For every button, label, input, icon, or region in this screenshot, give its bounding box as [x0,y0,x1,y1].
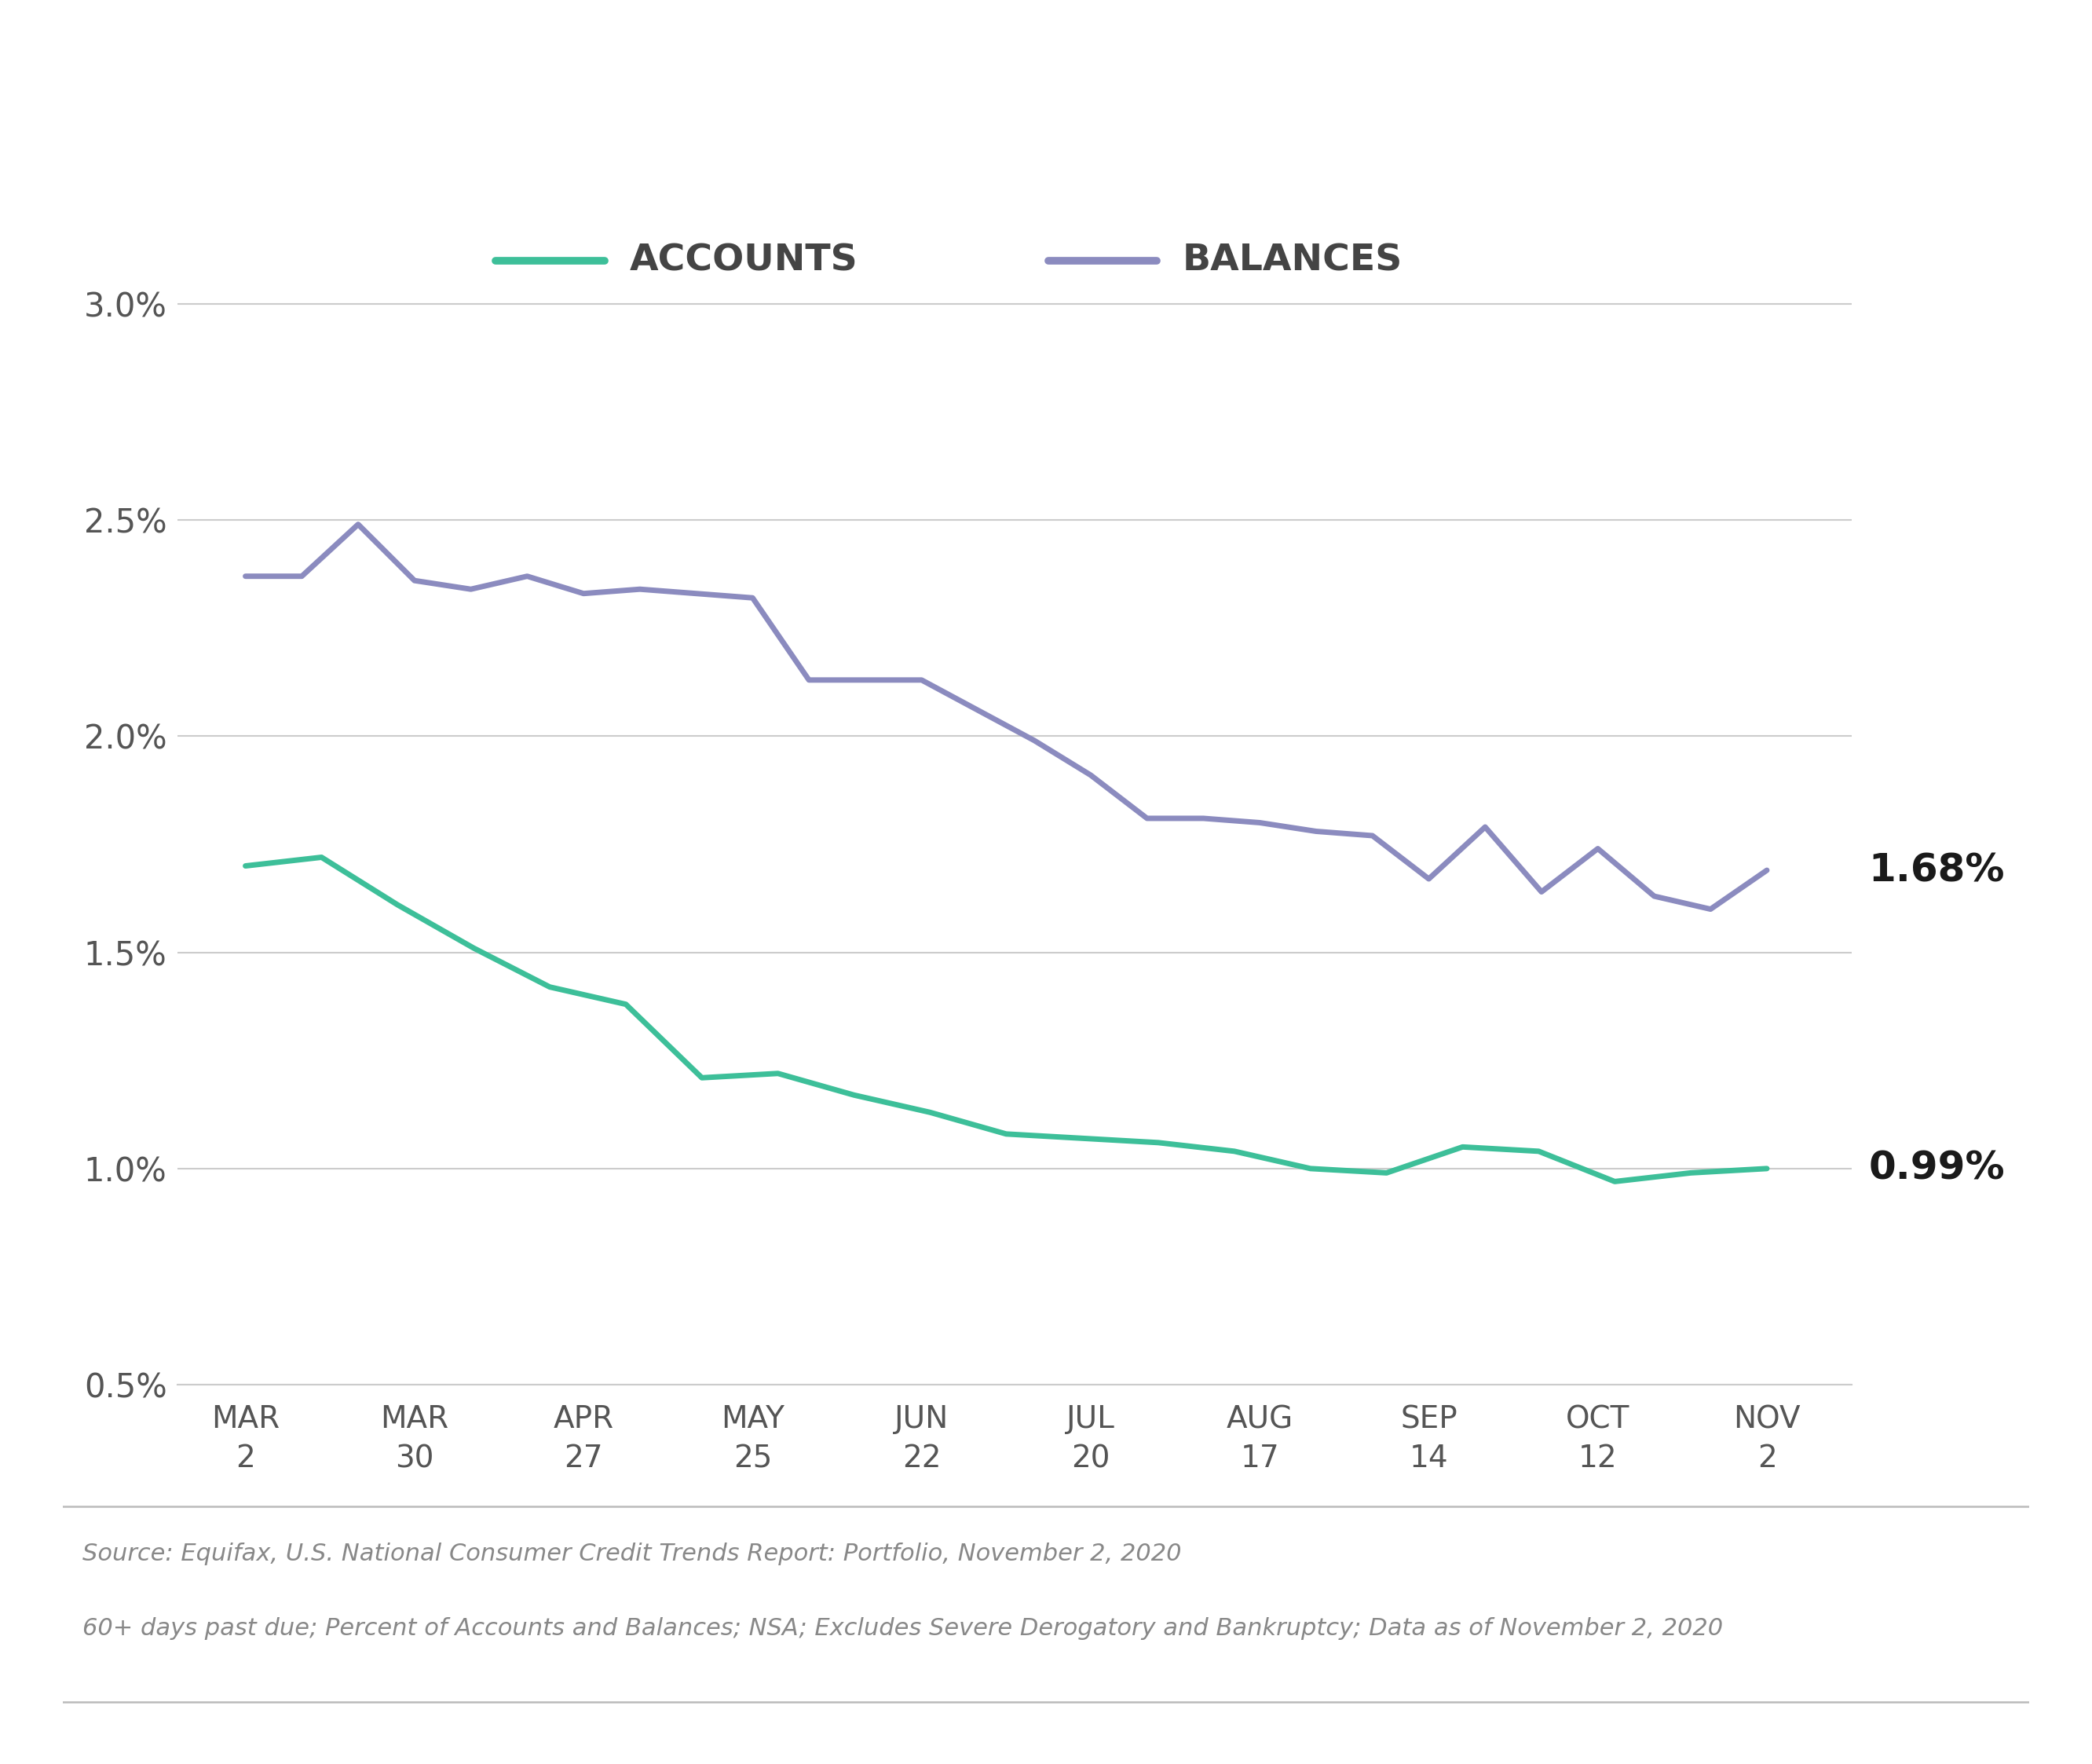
Text: 0.99%: 0.99% [1868,1150,2004,1187]
Text: 1.68%: 1.68% [1868,852,2004,889]
Text: Source: Equifax, U.S. National Consumer Credit Trends Report: Portfolio, Novembe: Source: Equifax, U.S. National Consumer … [82,1544,1182,1565]
Text: ACCOUNTS: ACCOUNTS [630,243,858,279]
Text: BALANCES: BALANCES [1182,243,1402,279]
Text: 60+ days past due; Percent of Accounts and Balances; NSA; Excludes Severe Deroga: 60+ days past due; Percent of Accounts a… [82,1618,1724,1639]
Text: BANKCARD SEVERE DELINQUENCY RATE: BANKCARD SEVERE DELINQUENCY RATE [59,95,1475,157]
